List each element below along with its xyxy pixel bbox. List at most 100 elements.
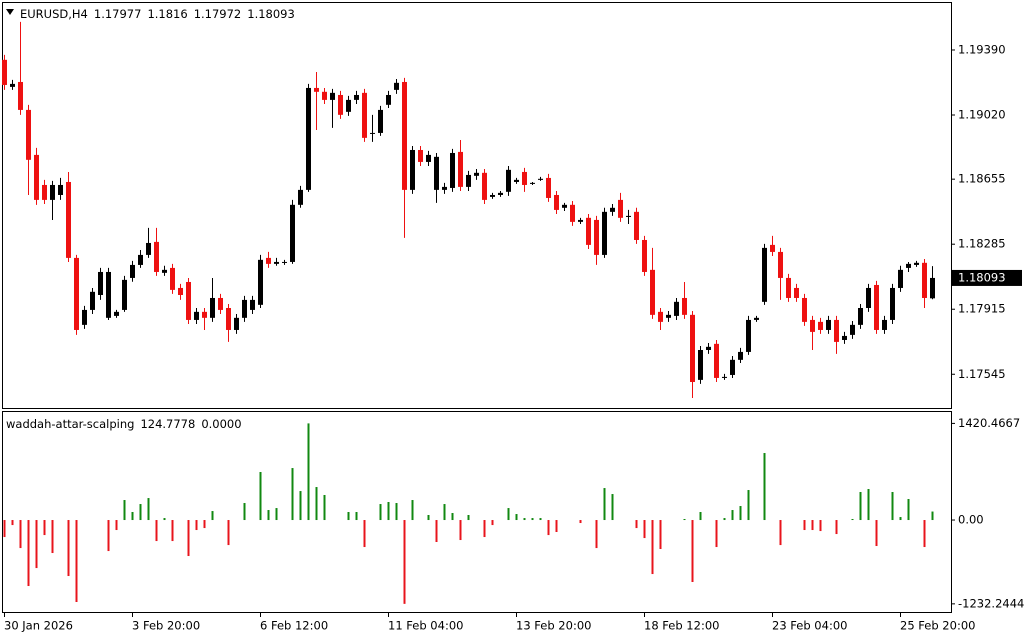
high-readout: 1.1816 [147, 7, 187, 21]
indicator-bar [187, 520, 190, 557]
candle-body [90, 291, 95, 310]
indicator-bar [483, 520, 486, 538]
indicator-bar [507, 508, 510, 521]
indicator-bar [467, 514, 470, 521]
current-price-label: 1.18093 [958, 270, 1006, 284]
candle-body [122, 279, 127, 310]
candle-body [586, 217, 591, 245]
indicator-bar [923, 520, 926, 548]
indicator-bar [115, 520, 118, 531]
candle-body [410, 149, 415, 190]
menu-triangle[interactable] [6, 9, 14, 15]
indicator-bar [531, 518, 534, 521]
candle-body [450, 152, 455, 188]
candle-body [674, 301, 679, 316]
candle-body [818, 321, 823, 330]
candle-body [634, 211, 639, 240]
indicator-bar [851, 519, 854, 521]
indicator-bar [443, 504, 446, 521]
y-tick-label: 1420.4667 [958, 416, 1020, 430]
indicator-bar [875, 520, 878, 547]
candle-body [298, 189, 303, 205]
indicator-bar [171, 520, 174, 542]
candle-body [114, 311, 119, 316]
indicator-bar [579, 520, 582, 524]
indicator-bar [731, 510, 734, 521]
candle-body [154, 241, 159, 272]
indicator-bar [243, 503, 246, 521]
candle-body [810, 319, 815, 332]
indicator-bar [763, 453, 766, 521]
indicator-bar [427, 514, 430, 521]
indicator-bar [635, 520, 638, 529]
candle-body [226, 307, 231, 330]
candle-body [746, 319, 751, 352]
candle-body [698, 350, 703, 380]
candle-body [290, 204, 295, 262]
candle-body [642, 239, 647, 272]
candle-body [514, 179, 519, 182]
y-tick-label: 1.19020 [958, 108, 1006, 122]
symbol-readout: EURUSD,H4 1.17977 1.1816 1.17972 1.18093 [20, 7, 295, 21]
indicator-bar [643, 520, 646, 539]
y-tick-label: 1.17915 [958, 302, 1006, 316]
indicator-bar [307, 423, 310, 521]
candle-body [82, 309, 87, 325]
candle-body [658, 311, 663, 322]
indicator-value: 0.0000 [201, 417, 241, 431]
indicator-bar [139, 504, 142, 521]
candle-body [618, 199, 623, 218]
indicator-bar [859, 492, 862, 521]
candle-body [930, 277, 935, 299]
y-tick-label: -1232.2444 [958, 596, 1024, 610]
indicator-bar [723, 518, 726, 521]
indicator-bar [27, 520, 30, 587]
symbol: EURUSD,H4 [20, 7, 88, 21]
candle-body [602, 211, 607, 255]
candle-body [426, 154, 431, 162]
candle-body [266, 257, 271, 264]
indicator-bar [779, 520, 782, 546]
candle-body [706, 346, 711, 350]
candle-body [842, 335, 847, 340]
candle-body [666, 314, 671, 318]
indicator-bar [715, 520, 718, 548]
indicator-bar [291, 468, 294, 521]
candle-body [794, 287, 799, 298]
candle-body [314, 87, 319, 92]
candle-body [522, 171, 527, 185]
candle-body [834, 319, 839, 342]
candle-body [394, 82, 399, 90]
indicator-bar [523, 518, 526, 521]
candle-body [378, 109, 383, 133]
candle-body [914, 262, 919, 265]
candle-body [458, 151, 463, 187]
indicator-bar [11, 520, 14, 526]
candle-body [538, 178, 543, 180]
x-tick-label: 13 Feb 20:00 [516, 619, 591, 633]
candle-body [162, 269, 167, 273]
indicator-bar [67, 520, 70, 577]
candle-body [50, 184, 55, 200]
candle-body [490, 194, 495, 197]
candle-body [234, 317, 239, 330]
candle-body [754, 317, 759, 320]
indicator-bar [747, 490, 750, 521]
candle-body [434, 156, 439, 190]
open-readout: 1.17977 [94, 7, 142, 21]
candle-body [250, 299, 255, 310]
indicator-bar [739, 506, 742, 521]
candle-body [578, 219, 583, 222]
x-tick-label: 3 Feb 20:00 [132, 619, 200, 633]
candle-body [482, 172, 487, 200]
indicator-bar [891, 492, 894, 521]
indicator-bar [163, 518, 166, 521]
candle-body [722, 376, 727, 378]
indicator-bar [227, 520, 230, 546]
candle-body [466, 174, 471, 187]
candle-body [554, 194, 559, 210]
candle-body [362, 92, 367, 138]
candle-body [306, 87, 311, 190]
